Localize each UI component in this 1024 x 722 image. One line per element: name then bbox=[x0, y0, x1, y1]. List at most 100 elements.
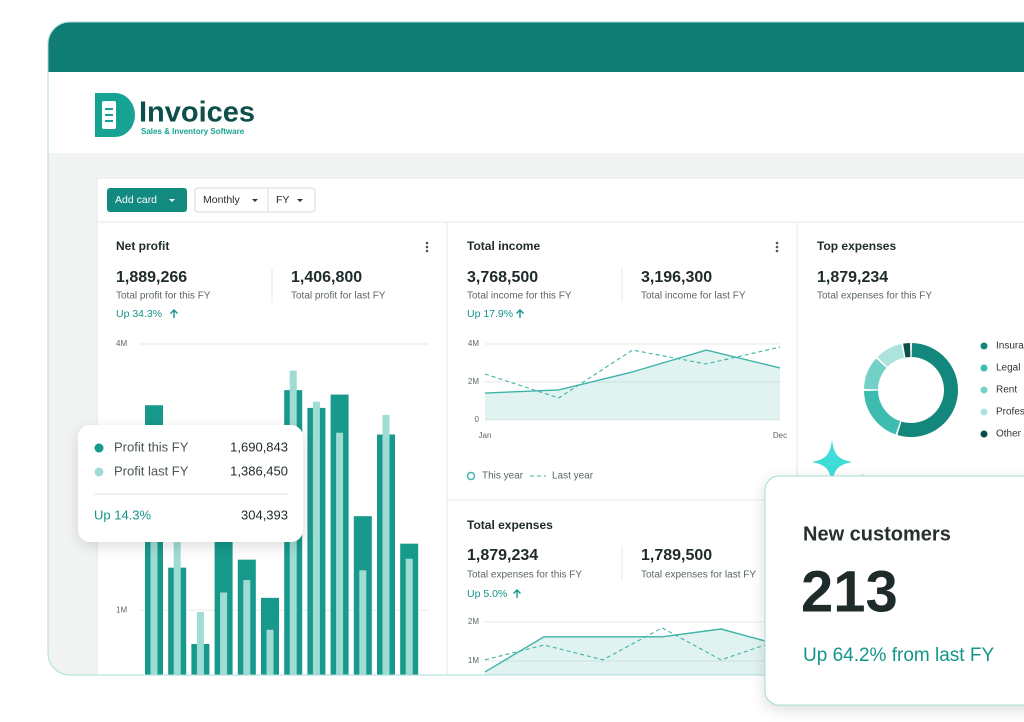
x-tick-label: Dec bbox=[773, 431, 787, 440]
dot bbox=[775, 249, 779, 253]
change: Up 34.3% bbox=[116, 308, 162, 320]
bar bbox=[312, 401, 320, 675]
card-box bbox=[764, 475, 1024, 706]
legend-label: Profes bbox=[996, 407, 1024, 418]
y-tick-label: 2M bbox=[468, 617, 479, 626]
logo-line bbox=[105, 120, 113, 122]
tooltip-value: 1,690,843 bbox=[230, 439, 288, 454]
line bbox=[484, 349, 781, 394]
bar bbox=[266, 629, 274, 675]
area bbox=[485, 629, 780, 675]
legend-marker bbox=[980, 364, 988, 372]
tooltip-value: 1,386,450 bbox=[230, 463, 288, 478]
metric-value: 1,879,234 bbox=[817, 269, 888, 286]
logo-line bbox=[105, 108, 113, 110]
bar bbox=[196, 612, 204, 675]
metric-label: Total income for this FY bbox=[467, 291, 572, 302]
legend-label: Other bbox=[996, 429, 1022, 440]
donut-segment bbox=[897, 343, 958, 437]
legend-label: This year bbox=[482, 471, 524, 482]
donut-segment bbox=[864, 390, 901, 435]
y-tick-label: 4M bbox=[116, 339, 127, 348]
metric-label: Total expenses for last FY bbox=[641, 570, 756, 581]
legend-marker bbox=[980, 342, 988, 350]
legend-label: Last year bbox=[552, 471, 594, 482]
legend-marker bbox=[980, 408, 988, 416]
bar bbox=[173, 541, 181, 675]
tooltip: Profit this FY 1,690,843 Profit last FY … bbox=[78, 425, 303, 542]
y-tick-label: 1M bbox=[116, 605, 127, 614]
caret bbox=[297, 199, 303, 202]
metric-value: 3,196,300 bbox=[641, 269, 712, 286]
title-bar bbox=[48, 22, 1024, 72]
legend-label: Legal bbox=[996, 363, 1020, 374]
bar bbox=[336, 432, 344, 675]
tooltip-marker bbox=[94, 443, 104, 453]
caret bbox=[169, 199, 175, 202]
metric-label: Total profit for last FY bbox=[291, 291, 386, 302]
metric-value: 1,879,234 bbox=[467, 547, 538, 564]
logo-name: Invoices bbox=[139, 97, 255, 129]
y-tick-label: 0 bbox=[475, 415, 480, 424]
logo-line bbox=[105, 114, 113, 116]
sparkle bbox=[812, 440, 852, 484]
tooltip-difference: 304,393 bbox=[241, 507, 288, 522]
donut-segment bbox=[864, 358, 887, 390]
metric-value: 1,889,266 bbox=[116, 269, 187, 286]
metric-label: Total expenses for this FY bbox=[817, 291, 932, 302]
tooltip-box bbox=[78, 425, 303, 542]
bar bbox=[359, 570, 367, 675]
card-title: New customers bbox=[803, 523, 951, 545]
area bbox=[485, 350, 780, 420]
legend-marker bbox=[980, 430, 988, 438]
net-profit-chart: 4M 1M bbox=[116, 339, 428, 675]
bar bbox=[382, 415, 390, 675]
y-tick-label: 1M bbox=[468, 656, 479, 665]
donut-segment bbox=[877, 344, 905, 368]
dot bbox=[775, 245, 779, 249]
logo: Invoices Sales & Inventory Software bbox=[95, 93, 255, 137]
dot bbox=[425, 249, 429, 253]
dot bbox=[775, 241, 779, 245]
change: Up 17.9% bbox=[467, 308, 513, 320]
menu-dots[interactable] bbox=[425, 241, 779, 253]
period-label: Monthly bbox=[203, 194, 241, 206]
legend-marker bbox=[980, 386, 988, 394]
legend-marker bbox=[466, 471, 476, 481]
new-customers-card: New customers 213 Up 64.2% from last FY bbox=[764, 475, 1024, 706]
tooltip-label: Profit last FY bbox=[114, 463, 189, 478]
dot bbox=[425, 241, 429, 245]
metric-label: Total income for last FY bbox=[641, 291, 746, 302]
total-expenses-chart: 2M 1M bbox=[468, 617, 781, 675]
metric-value: 1,789,500 bbox=[641, 547, 712, 564]
metric-value: 1,406,800 bbox=[291, 269, 362, 286]
legend-label: Insura bbox=[996, 341, 1024, 352]
customer-count: 213 bbox=[801, 559, 898, 624]
app-window: Invoices Sales & Inventory Software Add … bbox=[48, 22, 1024, 675]
up-arrow bbox=[516, 309, 524, 318]
bar bbox=[220, 592, 228, 675]
logo-tagline: Sales & Inventory Software bbox=[141, 127, 245, 136]
bar bbox=[405, 558, 413, 675]
metric-value: 3,768,500 bbox=[467, 269, 538, 286]
card-title: Top expenses bbox=[817, 239, 896, 253]
dot bbox=[425, 245, 429, 249]
tooltip-change: Up 14.3% bbox=[94, 507, 152, 522]
card-title: Total income bbox=[467, 239, 540, 253]
y-tick-label: 4M bbox=[468, 339, 479, 348]
caret bbox=[252, 199, 258, 202]
card-title: Net profit bbox=[116, 239, 169, 253]
tooltip-label: Profit this FY bbox=[114, 439, 189, 454]
y-tick-label: 2M bbox=[468, 377, 479, 386]
add-card-button[interactable] bbox=[107, 188, 187, 212]
bar bbox=[243, 580, 251, 675]
total-income-chart: 4M 2M 0 Jan Dec bbox=[468, 339, 787, 440]
metric-label: Total profit for this FY bbox=[116, 291, 211, 302]
line bbox=[484, 346, 781, 399]
bar bbox=[150, 503, 158, 675]
metric-label: Total expenses for this FY bbox=[467, 570, 582, 581]
tooltip-marker bbox=[94, 467, 104, 477]
up-arrow bbox=[513, 589, 521, 598]
line bbox=[484, 628, 781, 673]
